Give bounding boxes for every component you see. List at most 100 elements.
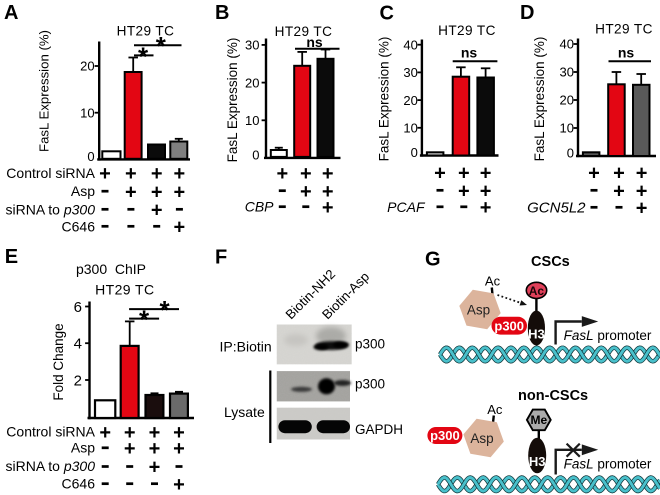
- svg-text:PCAF: PCAF: [387, 199, 426, 215]
- svg-text:30: 30: [245, 38, 259, 53]
- svg-text:FasL promoter: FasL promoter: [564, 328, 652, 343]
- svg-text:10: 10: [560, 121, 574, 136]
- svg-text:+: +: [99, 422, 111, 444]
- svg-text:B: B: [215, 2, 229, 24]
- svg-text:Asp: Asp: [467, 303, 490, 318]
- svg-text:+: +: [99, 163, 111, 185]
- svg-text:30: 30: [560, 65, 574, 80]
- svg-text:GCN5L2: GCN5L2: [527, 199, 586, 216]
- svg-text:+: +: [322, 197, 334, 219]
- svg-text:p300: p300: [355, 377, 385, 392]
- svg-text:+: +: [124, 422, 136, 444]
- svg-text:+: +: [124, 438, 136, 460]
- svg-text:+: +: [322, 163, 334, 185]
- svg-text:0: 0: [567, 145, 574, 160]
- svg-text:20: 20: [403, 93, 417, 108]
- svg-text:D: D: [520, 2, 534, 24]
- svg-text:Me: Me: [530, 413, 547, 427]
- svg-text:4: 4: [74, 336, 82, 353]
- svg-text:C646: C646: [62, 475, 96, 491]
- svg-text:HT29 TC: HT29 TC: [438, 23, 496, 38]
- svg-text:+: +: [173, 474, 185, 495]
- svg-text:+: +: [125, 163, 137, 185]
- svg-text:FasL Expression (%): FasL Expression (%): [376, 37, 391, 162]
- svg-text:10: 10: [245, 113, 259, 128]
- svg-text:+: +: [322, 181, 334, 203]
- svg-text:Fold Change: Fold Change: [51, 323, 66, 400]
- svg-text:+: +: [173, 422, 185, 444]
- svg-text:Ac: Ac: [485, 274, 501, 289]
- svg-text:FasL Expression (%): FasL Expression (%): [225, 38, 240, 163]
- svg-text:+: +: [173, 438, 185, 460]
- svg-text:HT29 TC: HT29 TC: [95, 282, 154, 298]
- svg-text:FasL Expression (%): FasL Expression (%): [532, 37, 547, 162]
- svg-text:HT29 TC: HT29 TC: [275, 24, 333, 39]
- svg-text:0: 0: [252, 147, 259, 162]
- svg-text:+: +: [300, 163, 312, 185]
- svg-text:0: 0: [411, 145, 418, 160]
- svg-text:+: +: [636, 180, 648, 202]
- svg-text:ns: ns: [618, 45, 635, 61]
- svg-text:FasL Expression (%): FasL Expression (%): [36, 30, 51, 152]
- svg-text:30: 30: [403, 65, 417, 80]
- svg-text:20: 20: [245, 75, 259, 90]
- svg-text:*: *: [138, 41, 149, 71]
- svg-text:*: *: [159, 295, 170, 325]
- svg-text:siRNA to p300: siRNA to p300: [5, 201, 95, 217]
- svg-text:GAPDH: GAPDH: [355, 422, 403, 437]
- svg-text:+: +: [480, 197, 492, 219]
- svg-text:+: +: [458, 163, 470, 185]
- svg-text:+: +: [636, 197, 648, 219]
- svg-text:Asp: Asp: [71, 440, 95, 456]
- svg-text:+: +: [480, 180, 492, 202]
- svg-text:20: 20: [560, 93, 574, 108]
- svg-text:H3: H3: [529, 454, 546, 469]
- svg-text:A: A: [4, 2, 18, 24]
- svg-text:*: *: [156, 31, 167, 61]
- svg-text:p300: p300: [494, 318, 524, 333]
- svg-text:+: +: [613, 180, 625, 202]
- svg-text:p300 ChIP: p300 ChIP: [76, 261, 146, 277]
- svg-text:+: +: [149, 438, 161, 460]
- svg-text:+: +: [174, 216, 186, 238]
- svg-text:40: 40: [560, 37, 574, 52]
- svg-text:C: C: [380, 2, 394, 24]
- svg-text:CSCs: CSCs: [531, 254, 570, 270]
- svg-text:+: +: [174, 163, 186, 185]
- svg-text:F: F: [215, 247, 227, 269]
- svg-text:40: 40: [403, 37, 417, 52]
- svg-text:ns: ns: [306, 34, 323, 50]
- svg-text:2: 2: [74, 372, 82, 389]
- svg-text:siRNA to p300: siRNA to p300: [5, 458, 95, 474]
- svg-text:+: +: [276, 163, 288, 185]
- svg-text:HT29 TC: HT29 TC: [117, 24, 175, 39]
- svg-text:ns: ns: [461, 45, 478, 61]
- svg-text:10: 10: [80, 105, 94, 120]
- svg-text:+: +: [149, 422, 161, 444]
- svg-text:+: +: [151, 199, 163, 221]
- svg-text:0: 0: [87, 149, 94, 164]
- svg-text:CBP: CBP: [245, 199, 274, 215]
- svg-text:+: +: [588, 162, 600, 184]
- svg-text:+: +: [613, 162, 625, 184]
- svg-text:+: +: [149, 457, 161, 479]
- svg-text:+: +: [300, 181, 312, 203]
- svg-text:6: 6: [74, 299, 82, 316]
- svg-text:+: +: [125, 181, 137, 203]
- svg-text:non-CSCs: non-CSCs: [518, 388, 588, 404]
- svg-text:Ac: Ac: [529, 284, 545, 298]
- svg-text:+: +: [458, 180, 470, 202]
- svg-text:Control siRNA: Control siRNA: [6, 423, 95, 439]
- svg-text:Control siRNA: Control siRNA: [6, 165, 95, 181]
- svg-text:+: +: [174, 181, 186, 203]
- svg-text:p300: p300: [430, 428, 460, 443]
- svg-text:+: +: [151, 163, 163, 185]
- svg-text:+: +: [434, 163, 446, 185]
- svg-text:*: *: [139, 305, 150, 335]
- svg-text:10: 10: [403, 121, 417, 136]
- svg-text:20: 20: [80, 59, 94, 74]
- svg-text:C646: C646: [62, 218, 96, 234]
- svg-text:Ac: Ac: [487, 402, 503, 417]
- svg-text:G: G: [425, 249, 441, 271]
- svg-text:Lysate: Lysate: [224, 404, 265, 420]
